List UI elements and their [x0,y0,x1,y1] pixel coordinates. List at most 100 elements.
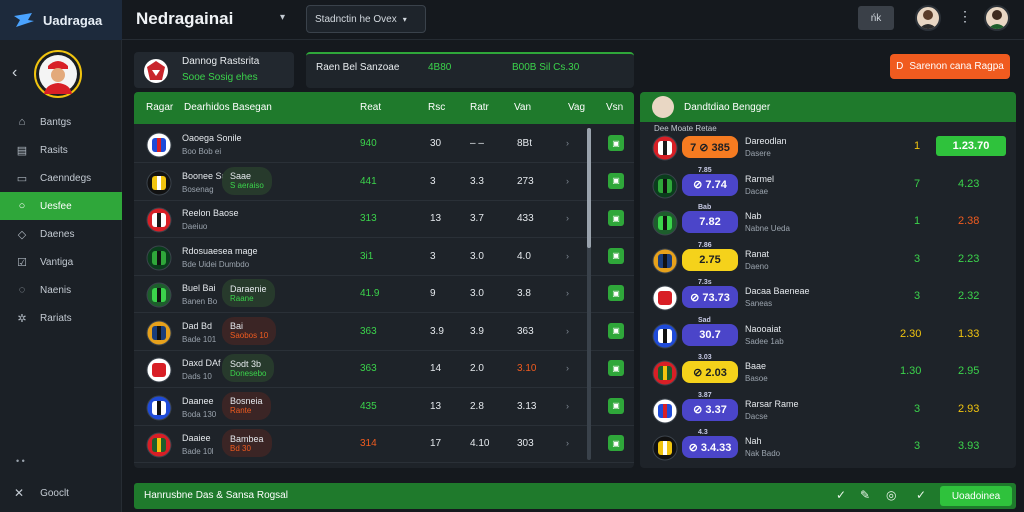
column-header[interactable]: Ratr [470,102,489,113]
odds-row[interactable]: 3.03 ⊘ 2.03 Baae Basoe 1.30 2.95 [640,353,1016,391]
odds-chip[interactable]: 3.87 ⊘ 3.37 [682,392,738,421]
odds-row[interactable]: 7.3s ⊘ 73.73 Dacaa Baeneae Saneas 3 2.32 [640,278,1016,316]
status-pill: Bambea Bd 30 [222,429,272,457]
check-icon[interactable]: ✓ [916,488,927,502]
column-header[interactable]: Vsn [606,102,624,113]
search-field[interactable]: Stadnctin he Ovex ▾ [306,5,426,33]
chevron-right-icon[interactable]: › [566,288,569,298]
column-header[interactable]: Ragar [146,102,174,113]
match-card[interactable]: Dannog Rastsrita Sooe Sosig ehes [134,52,294,88]
chevron-right-icon[interactable]: › [566,250,569,261]
sidebar-item-2[interactable]: ▭ Caenndegs [0,164,122,192]
value-cell: 4.0 [517,250,531,262]
scrollbar[interactable] [587,128,591,460]
scrollbar-thumb[interactable] [587,128,591,248]
select-toggle[interactable]: ▣ [608,135,624,151]
column-header[interactable]: Dearhidos Basegan [184,102,272,113]
edit-icon[interactable]: ✎ [860,488,871,502]
odds-row[interactable]: 4.3 ⊘ 3.4.33 Nah Nak Bado 3 3.93 [640,428,1016,466]
brand[interactable]: Uadragaa [0,0,122,40]
table-row[interactable]: Boonee Saae Bosenag Saae S aeraiso 441 3 3.3 27… [134,164,634,201]
value-cell: 13 [430,400,442,412]
highlight-odds[interactable]: 1.23.70 [936,136,1006,156]
select-toggle[interactable]: ▣ [608,172,624,189]
value-cell: 30 [430,138,442,149]
user-avatar[interactable] [652,96,674,118]
value-cell: 8Bt [517,138,533,149]
odds-row[interactable]: 7.86 2.75 Ranat Daeno 3 2.23 [640,241,1016,279]
sidebar-item-6[interactable]: ◌ Naenis [0,276,122,304]
value-cell: 435 [360,400,377,412]
sidebar-item-5[interactable]: ☑ Vantiga [0,248,122,276]
team-name: Daaiee [182,433,211,443]
chip-value: ⊘ 73.73 [690,291,730,304]
table-row[interactable]: Daaiee Bade 10l Bambea Bd 30 314 17 4.10 303 › ▣ [134,426,634,463]
sidebar-item-7[interactable]: ✲ Rariats [0,304,122,332]
table-row[interactable]: Buel Bai Banen Bo Daraenie Raane 41.9 9 3.0 3.8… [134,276,634,313]
chevron-right-icon[interactable]: › [566,400,569,411]
target-icon[interactable]: ◎ [886,488,897,502]
select-toggle[interactable]: ▣ [608,247,624,264]
stats-card[interactable]: Raen Bel Sanzoae 4B80 B00B Sil Cs.30 [306,52,634,88]
chevron-right-icon[interactable]: › [566,138,569,148]
odds-chip[interactable]: Sad 30.7 [682,317,738,346]
select-toggle[interactable]: ▣ [608,360,624,376]
column-header[interactable]: Van [514,102,532,113]
user-avatar[interactable] [34,50,82,98]
sidebar-bottom[interactable]: ✕ Gooclt [14,486,69,500]
odds-value: 2.95 [958,365,980,377]
table-row[interactable]: Daxd DAf Dads 10 Sodt 3b Donesebo 363 14 2.0 3.… [134,351,634,388]
odds-row[interactable]: 7 ⊘ 385 Dareodlan Dasere 1 1.23.70 [640,128,1016,166]
odds-chip[interactable]: 4.3 ⊘ 3.4.33 [682,429,738,458]
table-row[interactable]: Rdosuaesea mage Bde Uidei Dumbdo 3i1 3 3.0 4.… [134,239,634,276]
primary-action-button[interactable]: D Sarenon cana Ragpa [890,54,1010,79]
table-row[interactable]: Daanee Boda 130 Bosneia Rante 435 13 2.8 3.13 › ▣ [134,389,634,426]
odds-row[interactable]: 7.85 ⊘ 7.74 Rarmel Dacae 7 4.23 [640,166,1016,204]
more-vertical-icon[interactable]: ⋮ [958,8,972,24]
header-avatar[interactable] [915,5,941,31]
profile-avatar[interactable] [984,5,1010,31]
chevron-right-icon[interactable]: › [566,325,569,336]
side-nav: ⌂ Bantgs ▤ Rasits ▭ Caenndegs ○ Uesfee ◇ Daen… [0,108,122,332]
status-pill: Bosneia Rante [222,391,271,420]
odds-row[interactable]: 3.87 ⊘ 3.37 Rarsar Rame Dacse 3 2.93 [640,391,1016,429]
bottom-bar-text: Hanrusbne Das & Sansa Rogsal [144,490,288,501]
odds-chip[interactable]: Bab 7.82 [682,204,738,233]
sidebar-item-0[interactable]: ⌂ Bantgs [0,108,122,136]
column-header[interactable]: Vag [568,102,586,113]
odds-chip[interactable]: 3.03 ⊘ 2.03 [682,354,738,383]
column-header[interactable]: Reat [360,102,382,113]
check-icon[interactable]: ✓ [836,488,847,502]
column-header[interactable]: Rsc [428,102,446,113]
pill-value: Bd 30 [230,443,251,453]
select-toggle[interactable]: ▣ [608,397,624,414]
table-row[interactable]: Reelon Baose Daeiuo 313 13 3.7 433 › ▣ [134,201,634,238]
sidebar-item-4[interactable]: ◇ Daenes [0,220,122,248]
select-toggle[interactable]: ▣ [608,285,624,301]
chip-caption: 7.3s [698,279,712,286]
sidebar-item-3[interactable]: ○ Uesfee [0,192,122,220]
chevron-right-icon[interactable]: › [566,213,569,223]
table-row[interactable]: Oaoega Sonile Boo Bob ei 940 30 – – 8Bt › ▣ [134,126,634,163]
chevron-right-icon[interactable]: › [566,175,569,186]
back-chevron-icon[interactable]: ‹ [12,64,18,81]
select-toggle[interactable]: ▣ [608,210,624,226]
chevron-right-icon[interactable]: › [566,438,569,448]
select-toggle[interactable]: ▣ [608,322,624,339]
table-row[interactable]: Dad Bd Bade 101 Bai Saobos 10 363 3.9 3.9 363 › ▣ [134,314,634,351]
chevron-right-icon[interactable]: › [566,363,569,373]
team-crest-icon [652,248,678,273]
sidebar-item-1[interactable]: ▤ Rasits [0,136,122,164]
bottom-action-button[interactable]: Uoadoinea [940,486,1012,506]
odds-row[interactable]: Bab 7.82 Nab Nabne Ueda 1 2.38 [640,203,1016,241]
odds-row[interactable]: Sad 30.7 Naooaiat Sadee 1ab 2.30 1.33 [640,316,1016,354]
odds-chip[interactable]: 7.85 ⊘ 7.74 [682,167,738,196]
odds-chip[interactable]: 7.3s ⊘ 73.73 [682,279,738,308]
select-toggle[interactable]: ▣ [608,435,624,451]
chip-caption: 4.3 [698,429,708,436]
odds-chip[interactable]: 7 ⊘ 385 [682,136,738,158]
odds-chip[interactable]: 7.86 2.75 [682,242,738,271]
header-action-button[interactable]: ńk [858,6,894,30]
chevron-down-icon[interactable]: ▾ [280,12,286,23]
status-pill: Bai Saobos 10 [222,316,277,345]
